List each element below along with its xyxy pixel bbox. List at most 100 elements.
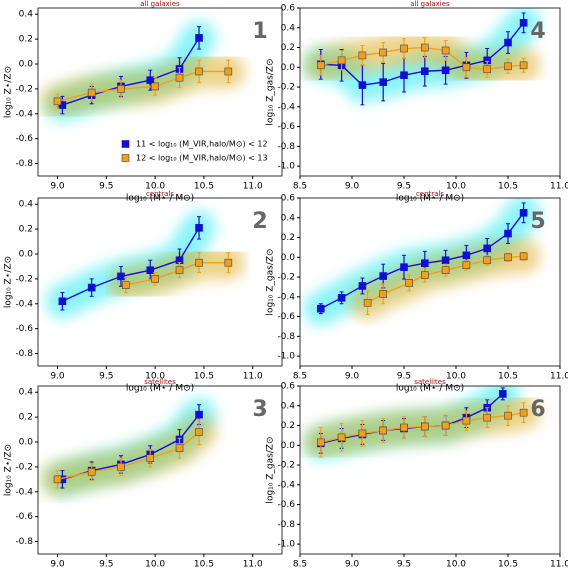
- point: [117, 85, 125, 93]
- x-tick-label: 11.0: [243, 182, 263, 192]
- y-tick-label: -0.8: [15, 349, 33, 359]
- point: [519, 209, 528, 217]
- point: [195, 34, 203, 42]
- point: [151, 82, 159, 91]
- y-tick-label: -0.6: [15, 512, 33, 522]
- y-tick-label: -1.0: [277, 352, 295, 362]
- point: [504, 229, 512, 238]
- point: [504, 38, 512, 47]
- y-tick-label: -0.6: [15, 324, 33, 334]
- point: [358, 429, 367, 438]
- x-tick-label: 10.5: [194, 372, 214, 382]
- point: [358, 51, 367, 60]
- point: [441, 66, 450, 75]
- y-tick-label: 0.0: [19, 250, 34, 260]
- point: [462, 251, 471, 260]
- x-tick-label: 11.0: [550, 182, 568, 192]
- y-tick-label: -0.4: [15, 109, 33, 119]
- panel-number: 1: [252, 19, 267, 44]
- x-tick-label: 11.0: [243, 560, 263, 570]
- panel: 9.0 9.5 10.0 10.5 11.0 -0.8 -0.6 -0.4 -0.2 0.0 0.2…: [4, 0, 283, 204]
- x-tick-label: 9.5: [397, 182, 411, 192]
- point: [117, 272, 125, 281]
- panel-title: centrals: [146, 190, 174, 198]
- y-axis-label: log₁₀ Z_gas/Z⊙: [266, 248, 276, 315]
- y-tick-label: 0.2: [19, 413, 33, 423]
- point: [483, 256, 492, 265]
- point: [379, 290, 388, 298]
- y-tick-label: -0.2: [277, 461, 295, 471]
- x-tick-label: 10.5: [498, 182, 518, 192]
- point: [337, 56, 346, 65]
- plot-frame: [37, 385, 283, 555]
- point: [400, 263, 408, 271]
- point: [337, 433, 346, 442]
- point: [316, 438, 325, 447]
- y-tick-label: -0.2: [15, 84, 33, 94]
- panel-title: centrals: [416, 190, 444, 198]
- legend-swatch: [121, 140, 130, 148]
- point: [363, 298, 372, 307]
- y-tick-label: -0.4: [15, 487, 33, 497]
- legend-label: 12 < log₁₀ (M_VIR,halo/M⊙) < 13: [136, 154, 268, 163]
- y-tick-label: -1.0: [277, 162, 295, 172]
- y-tick-label: -0.8: [15, 159, 33, 169]
- panel-number: 5: [530, 209, 545, 234]
- y-tick-label: 0.4: [281, 401, 296, 411]
- point: [195, 224, 203, 232]
- plot-area: [303, 8, 541, 106]
- point: [462, 261, 471, 270]
- legend-swatch: [121, 154, 130, 162]
- y-tick-label: 0.2: [19, 225, 33, 235]
- x-tick-label: 8.5: [293, 560, 307, 570]
- y-tick-label: -0.4: [277, 102, 295, 112]
- series-line: [62, 37, 200, 106]
- point: [441, 256, 450, 265]
- x-tick-label: 10.0: [145, 372, 165, 382]
- x-tick-label: 9.0: [345, 560, 360, 570]
- point: [462, 63, 471, 72]
- panel-title: satellites: [414, 378, 446, 386]
- panel-title: all galaxies: [410, 0, 450, 8]
- y-tick-label: -0.4: [277, 480, 295, 490]
- plot-frame: [299, 385, 561, 555]
- y-tick-label: -0.2: [15, 274, 33, 284]
- point: [195, 258, 203, 267]
- y-tick-label: 0.4: [19, 10, 34, 20]
- plot-frame: [299, 197, 561, 367]
- point: [195, 410, 203, 419]
- series-line: [62, 227, 200, 302]
- y-tick-label: -0.8: [277, 142, 295, 152]
- point: [175, 266, 184, 274]
- y-tick-label: -1.0: [277, 540, 295, 550]
- y-axis-label: log₁₀ Z⋆/Z⊙: [4, 444, 14, 496]
- point: [441, 421, 450, 430]
- x-tick-label: 8.5: [293, 182, 307, 192]
- panel-title: all galaxies: [140, 0, 180, 8]
- x-tick-label: 10.0: [446, 182, 466, 192]
- x-tick-label: 11.0: [550, 560, 568, 570]
- y-tick-label: 0.0: [281, 253, 296, 263]
- point: [146, 454, 155, 462]
- plot-area: [45, 210, 246, 319]
- point: [224, 67, 233, 76]
- point: [316, 304, 325, 313]
- point: [195, 67, 203, 76]
- x-tick-label: 9.5: [397, 372, 411, 382]
- point: [316, 61, 325, 70]
- point: [420, 271, 429, 279]
- point: [441, 266, 450, 274]
- panel-number: 2: [252, 209, 267, 234]
- y-tick-label: 0.6: [281, 382, 296, 392]
- panel: 9.0 9.5 10.0 10.5 11.0 -0.8 -0.6 -0.4 -0.2 0.0 0.2…: [4, 190, 283, 394]
- point: [519, 61, 528, 70]
- point: [146, 76, 155, 84]
- plot-frame: [37, 197, 283, 367]
- legend-label: 11 < log₁₀ (M_VIR,halo/M⊙) < 12: [136, 140, 268, 149]
- y-tick-label: 0.0: [281, 441, 296, 451]
- point: [87, 468, 96, 476]
- point: [58, 297, 67, 306]
- panel: 9.0 9.5 10.0 10.5 11.0 -0.8 -0.6 -0.4 -0.2 0.0 0.2…: [4, 378, 283, 570]
- x-tick-label: 9.5: [99, 182, 113, 192]
